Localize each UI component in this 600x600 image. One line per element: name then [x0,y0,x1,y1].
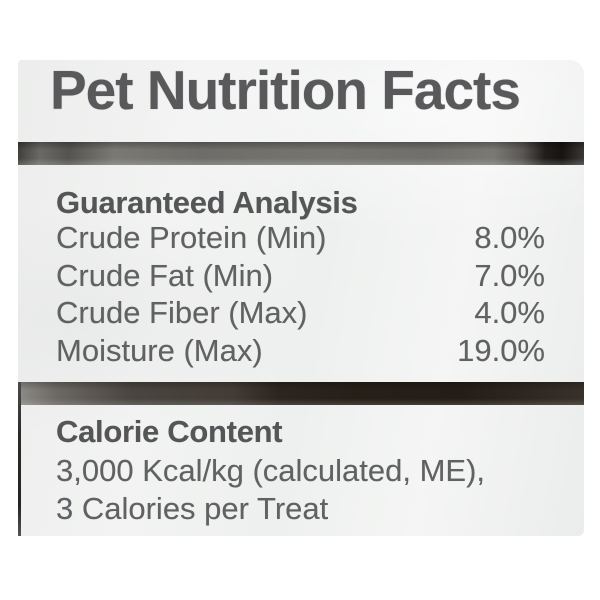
calorie-content-section: Calorie Content 3,000 Kcal/kg (calculate… [56,415,545,527]
nutrient-value: 8.0% [474,220,545,255]
nutrient-value: 4.0% [474,295,545,330]
guaranteed-analysis-section: Guaranteed Analysis Crude Protein (Min) … [56,186,545,369]
divider-bar-top [18,142,584,165]
package-edge-shadow [18,382,21,536]
nutrient-name: Crude Protein (Min) [56,220,327,255]
calorie-line: 3,000 Kcal/kg (calculated, ME), [56,453,486,488]
nutrient-name: Crude Fat (Min) [56,257,274,293]
pet-nutrition-label: Pet Nutrition Facts Guaranteed Analysis … [18,60,584,536]
calorie-content-heading: Calorie Content [56,414,283,449]
nutrient-name: Moisture (Max) [56,332,263,368]
label-title: Pet Nutrition Facts [50,59,521,121]
calorie-line: 3 Calories per Treat [56,490,329,526]
nutrient-row: Crude Fiber (Max) 4.0% [56,294,545,332]
nutrient-row: Crude Fat (Min) 7.0% [56,257,545,295]
nutrient-row: Crude Protein (Min) 8.0% [56,219,545,257]
nutrient-value: 7.0% [474,257,545,293]
guaranteed-analysis-heading: Guaranteed Analysis [56,185,358,220]
nutrient-row: Moisture (Max) 19.0% [56,332,545,370]
nutrient-name: Crude Fiber (Max) [56,295,308,330]
divider-bar-bottom [18,382,584,405]
nutrient-value: 19.0% [457,332,545,368]
